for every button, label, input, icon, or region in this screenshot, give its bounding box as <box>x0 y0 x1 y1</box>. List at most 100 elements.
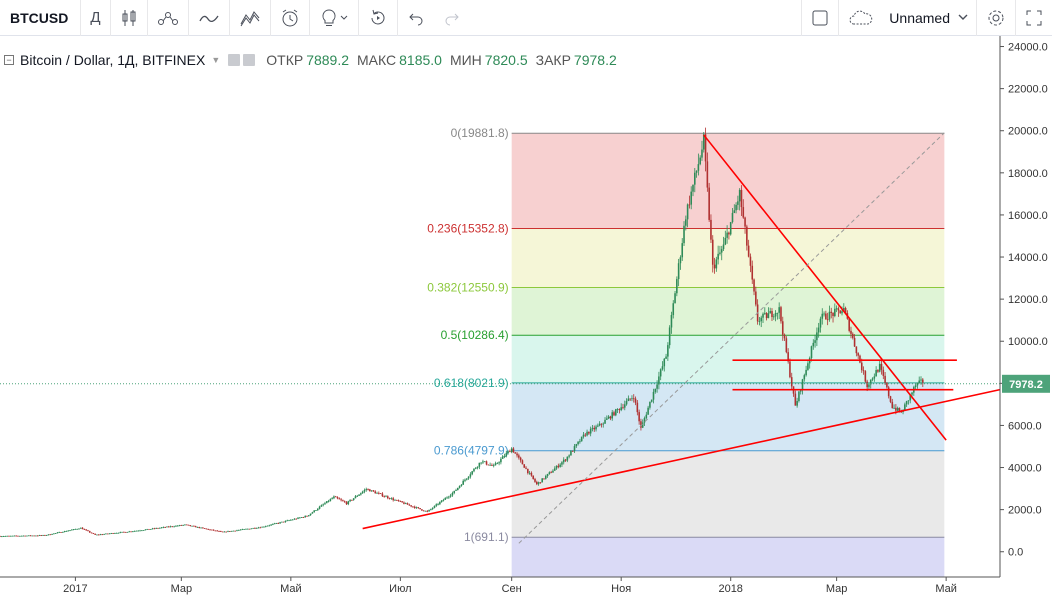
candle-body <box>579 441 581 443</box>
candle-body <box>787 352 789 362</box>
candle-body <box>295 518 298 520</box>
candle-body <box>97 534 100 536</box>
candle-body <box>266 525 269 527</box>
candle-body <box>665 356 667 359</box>
candle-body <box>279 522 281 524</box>
candle-body <box>819 318 822 328</box>
candle-body <box>482 461 484 463</box>
close-label: ЗАКР <box>535 52 571 68</box>
candle-body <box>176 525 179 527</box>
candle-body <box>42 535 44 536</box>
candle-body <box>9 535 12 537</box>
candle-body <box>656 384 658 389</box>
alert-icon[interactable] <box>269 0 309 36</box>
chevron-down-icon[interactable] <box>956 9 976 27</box>
top-toolbar: BTCUSD Д Unnamed <box>0 0 1052 36</box>
candle-body <box>501 456 504 459</box>
x-tick-label: Сен <box>502 583 522 595</box>
candle-body <box>539 482 542 484</box>
interval-button[interactable]: Д <box>80 0 109 36</box>
candle-body <box>543 478 545 480</box>
candle-body <box>90 532 93 534</box>
candle-body <box>259 527 262 529</box>
candle-body <box>462 480 464 485</box>
candle-body <box>374 491 377 494</box>
expand-icon[interactable] <box>1015 0 1052 36</box>
undo-icon[interactable] <box>396 0 434 36</box>
y-tick-label: 18000.0 <box>1008 168 1048 180</box>
strategy-icon[interactable] <box>228 0 270 36</box>
candle-body <box>336 497 339 499</box>
candle-body <box>261 526 263 528</box>
candle-body <box>415 507 418 509</box>
candle-body <box>272 523 274 525</box>
symbol-search[interactable]: BTCUSD <box>10 9 69 26</box>
candle-body <box>132 531 134 533</box>
candle-body <box>205 528 208 530</box>
y-tick-label: 10000.0 <box>1008 336 1048 348</box>
candle-body <box>783 334 786 339</box>
compare-icon[interactable] <box>146 0 188 36</box>
candle-body <box>828 311 831 320</box>
cloud-icon[interactable] <box>838 0 883 36</box>
candle-body <box>286 520 289 522</box>
candle-body <box>255 528 258 529</box>
candle-body <box>701 149 703 158</box>
redo-icon[interactable] <box>434 0 470 36</box>
price-chart[interactable]: 0(19881.8) 0.236(15352.8) 0.382(12550.9) 0.… <box>0 36 1052 596</box>
layout-name[interactable]: Unnamed <box>889 9 950 26</box>
candle-body <box>720 249 723 253</box>
candle-body <box>589 428 592 434</box>
candle-body <box>106 533 109 535</box>
fib-zone <box>511 335 945 383</box>
candle-body <box>79 527 82 529</box>
candle-body <box>171 526 174 528</box>
candle-body <box>225 531 228 533</box>
candle-body <box>26 535 28 537</box>
candle-body <box>329 499 332 502</box>
candle-body <box>620 407 622 411</box>
candles-icon[interactable] <box>109 0 147 36</box>
candle-body <box>234 530 236 532</box>
visibility-icon[interactable] <box>228 54 241 66</box>
candle-body <box>245 528 247 530</box>
candle-body <box>22 535 25 537</box>
collapse-legend-icon[interactable]: − <box>4 55 14 65</box>
candle-body <box>697 164 700 171</box>
fib-zone <box>511 287 945 336</box>
candle-body <box>223 531 226 533</box>
candle-body <box>658 376 660 385</box>
idea-icon[interactable] <box>308 0 358 36</box>
candle-body <box>762 313 764 318</box>
indicators-icon[interactable] <box>187 0 229 36</box>
candle-body <box>860 362 863 371</box>
replay-icon[interactable] <box>357 0 397 36</box>
candle-body <box>746 226 748 246</box>
candle-body <box>24 535 26 537</box>
candle-body <box>570 451 572 456</box>
candle-body <box>751 265 754 280</box>
candle-body <box>744 217 746 227</box>
candle-body <box>316 508 319 511</box>
candle-body <box>196 526 199 528</box>
candle-body <box>790 377 793 387</box>
candle-body <box>6 535 8 537</box>
fullscreen-icon[interactable] <box>801 0 838 36</box>
candle-body <box>898 407 901 412</box>
candle-body <box>71 529 73 531</box>
candle-body <box>681 243 684 258</box>
candle-body <box>749 256 752 266</box>
series-title[interactable]: Bitcoin / Dollar, 1Д, BITFINEX <box>20 52 206 68</box>
settings-icon[interactable] <box>976 0 1015 36</box>
candle-body <box>291 519 294 521</box>
caret-down-icon[interactable]: ▼ <box>211 55 221 65</box>
candle-body <box>397 500 400 502</box>
candle-body <box>485 461 488 465</box>
candle-body <box>552 470 554 473</box>
candle-body <box>769 311 771 314</box>
candle-body <box>299 517 301 519</box>
candle-body <box>728 232 730 235</box>
candle-body <box>755 291 757 305</box>
candle-body <box>112 533 114 534</box>
gear-icon[interactable] <box>243 54 256 66</box>
